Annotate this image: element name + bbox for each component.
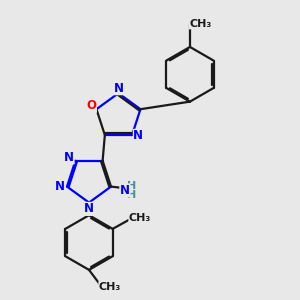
Text: H: H [128,181,137,191]
Text: O: O [86,99,96,112]
Text: N: N [114,82,124,95]
Text: N: N [120,184,130,197]
Text: N: N [134,129,143,142]
Text: H: H [128,190,137,200]
Text: N: N [84,202,94,215]
Text: CH₃: CH₃ [129,213,151,224]
Text: CH₃: CH₃ [99,282,121,292]
Text: N: N [55,180,65,193]
Text: CH₃: CH₃ [189,19,212,29]
Text: N: N [64,151,74,164]
